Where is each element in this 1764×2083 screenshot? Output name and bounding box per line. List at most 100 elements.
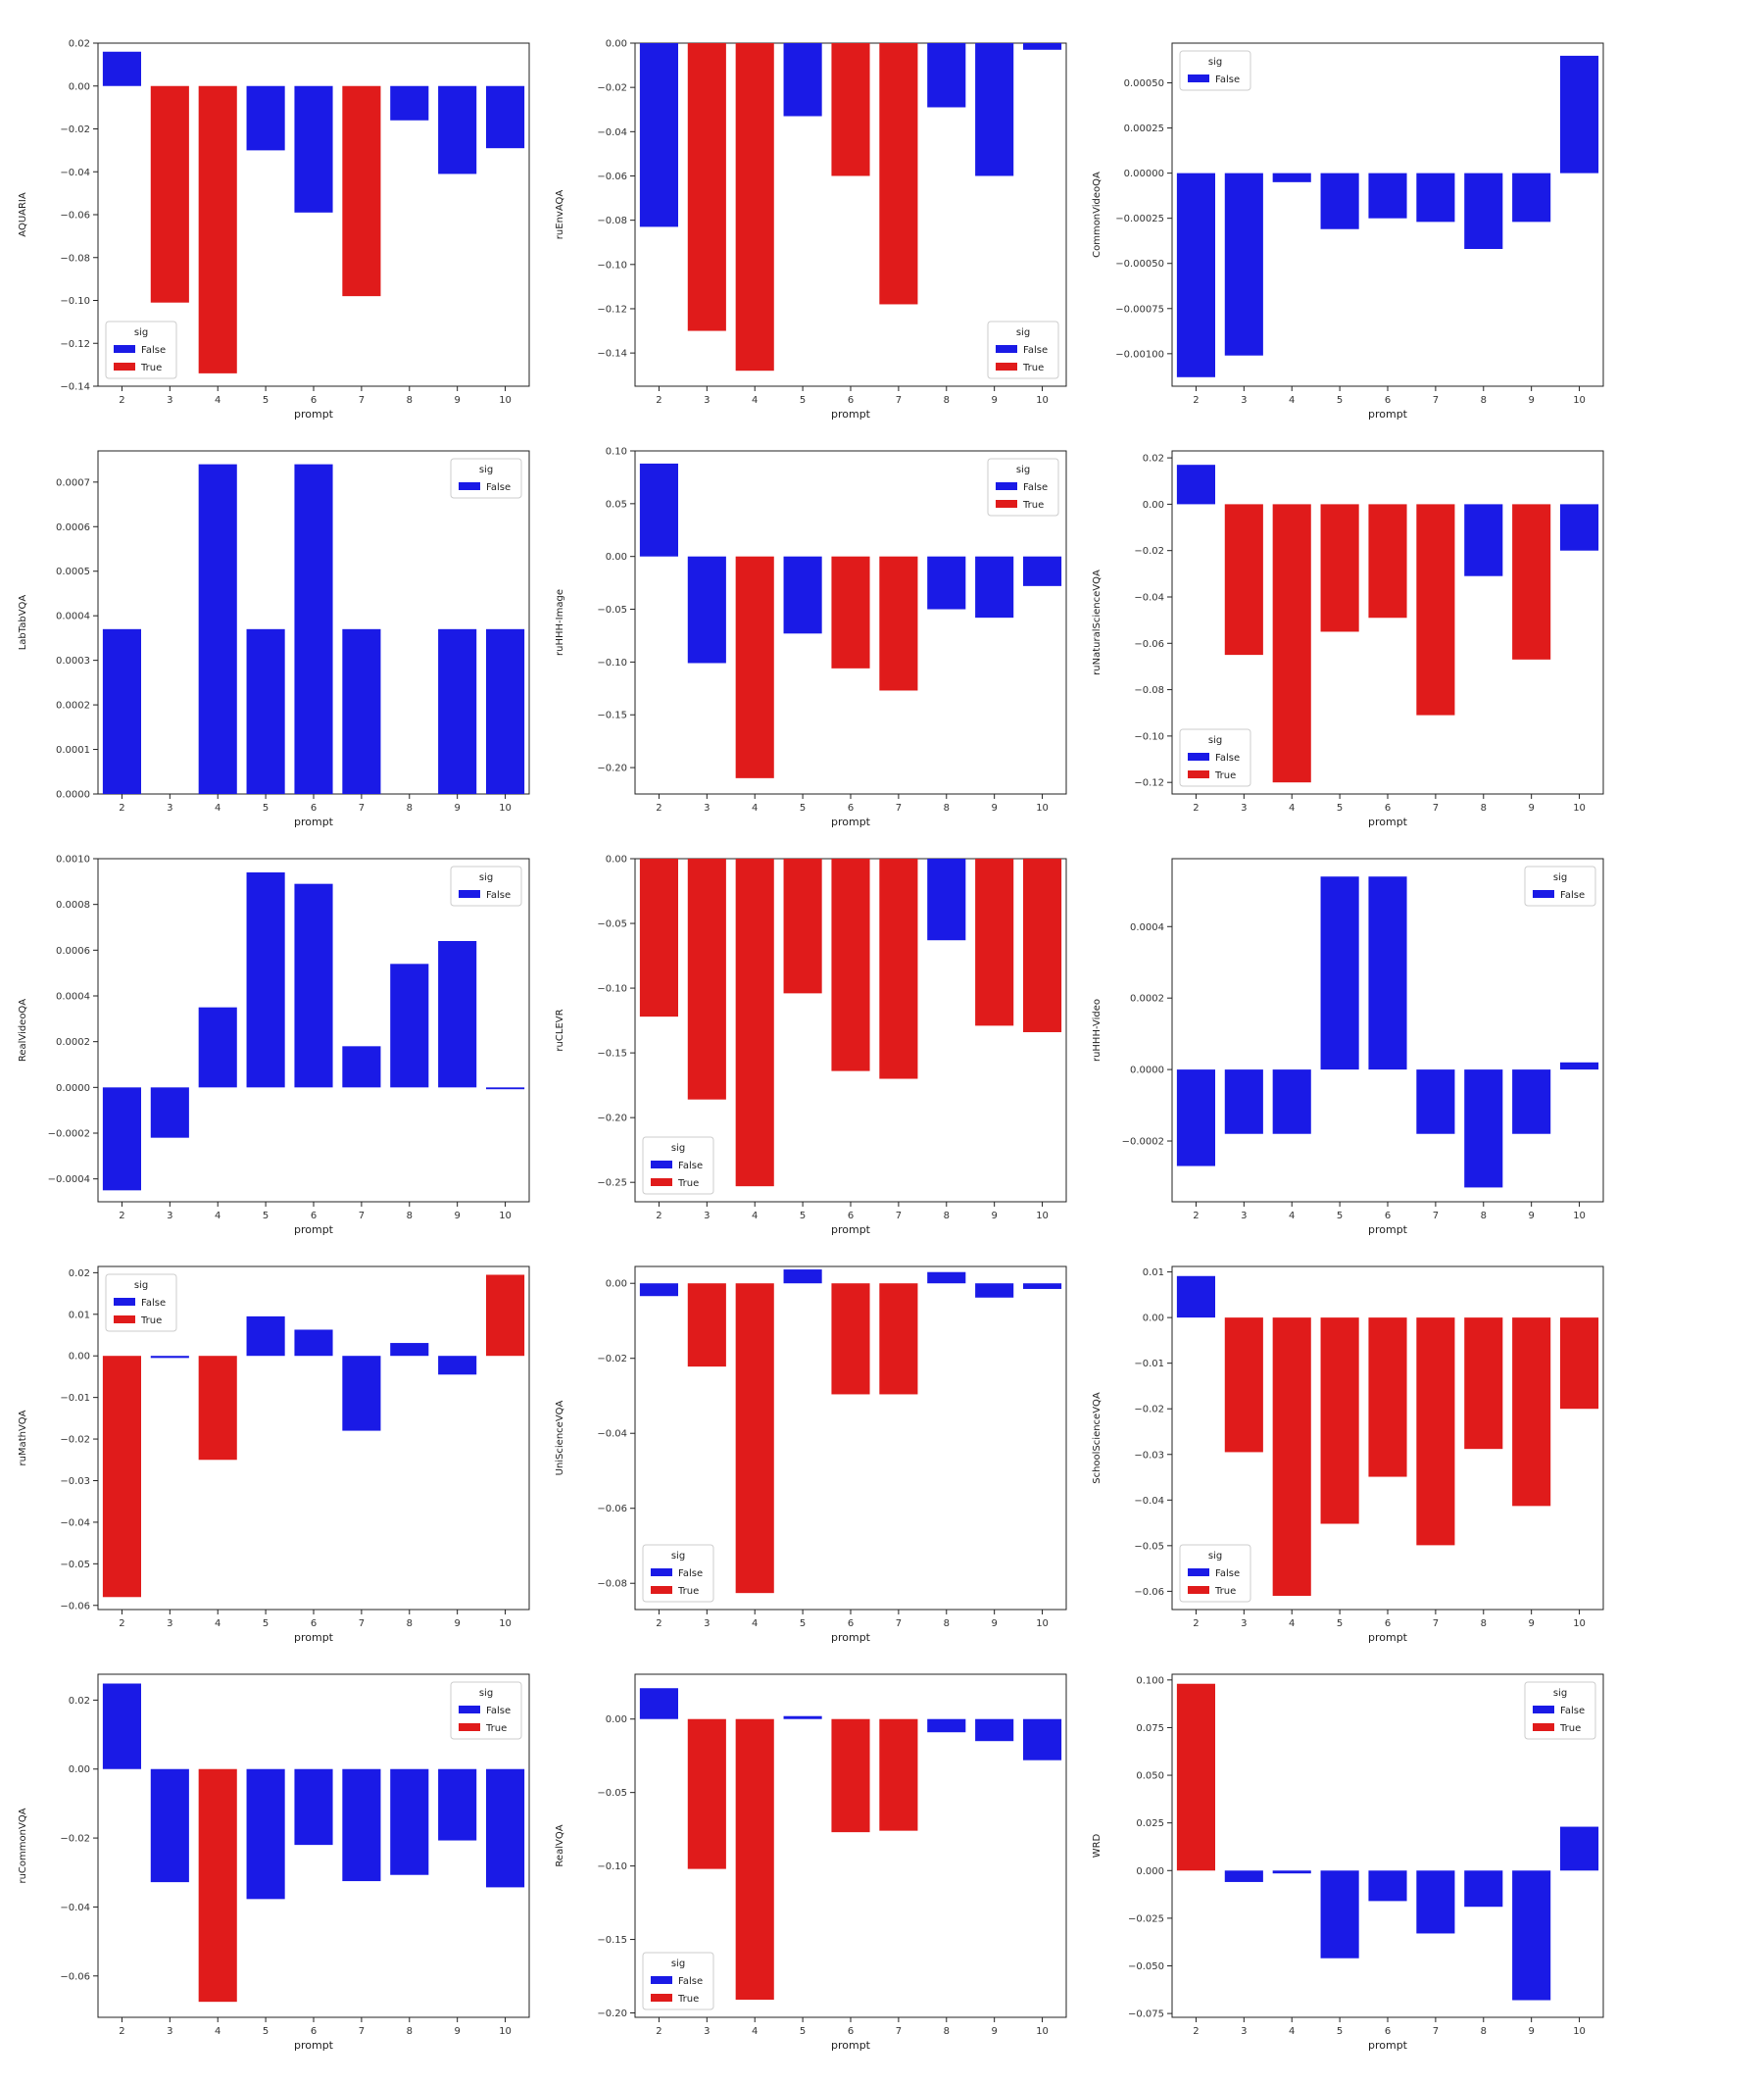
y-tick-label: −0.12 [60,339,90,350]
x-tick-label: 9 [454,2026,460,2037]
y-tick-label: −0.08 [597,1579,627,1590]
legend-swatch-false [114,1298,135,1306]
x-tick-label: 7 [1433,803,1439,814]
x-tick-label: 3 [1241,1211,1247,1221]
x-tick-label: 5 [263,1211,269,1221]
y-tick-label: −0.05 [597,919,627,930]
x-tick-label: 4 [215,1618,220,1629]
x-tick-label: 6 [1385,803,1391,814]
x-tick-label: 7 [359,395,365,406]
y-tick-label: −0.075 [1128,2009,1164,2020]
bar-prompt-8 [1464,173,1503,249]
legend: sig False True [105,321,177,379]
legend: sig False True [450,1681,522,1740]
bar-prompt-10 [1023,859,1062,1032]
bar-prompt-9 [438,941,477,1088]
x-tick-label: 6 [311,2026,317,2037]
legend-swatch-true [114,1315,135,1323]
legend: sig False True [987,458,1059,517]
bar-prompt-2 [1176,1683,1215,1871]
y-tick-label: 0.00025 [1124,124,1164,134]
y-tick-label: −0.06 [1134,1587,1164,1598]
y-tick-label: −0.02 [1134,1405,1164,1415]
y-tick-label: −0.25 [597,1178,627,1189]
x-tick-label: 6 [311,395,317,406]
y-axis-label: WRD [1092,1833,1102,1858]
y-axis-label: RealVideoQA [18,999,28,1062]
bar-prompt-7 [879,1283,918,1395]
bar-prompt-8 [390,964,429,1088]
x-tick-label: 5 [1337,1211,1343,1221]
y-tick-label: 0.0004 [56,992,90,1003]
bar-prompt-10 [1560,504,1599,551]
x-tick-label: 3 [167,395,172,406]
bar-prompt-8 [1464,1317,1503,1450]
x-tick-label: 10 [1036,1211,1049,1221]
y-tick-label: 0.10 [606,447,627,458]
y-tick-label: −0.03 [60,1476,90,1487]
bar-prompt-4 [198,1007,237,1088]
bar-prompt-10 [1560,1062,1599,1070]
bar-prompt-2 [102,1683,141,1769]
y-tick-label: −0.02 [1134,546,1164,557]
y-tick-label: −0.02 [60,1834,90,1845]
legend: sig False True [642,1136,714,1195]
x-tick-label: 4 [752,803,758,814]
x-tick-label: 2 [119,803,124,814]
legend-swatch-true [114,363,135,371]
x-axis-label: prompt [831,1223,871,1236]
x-tick-label: 9 [1528,395,1534,406]
legend-label-false: False [1560,890,1585,901]
y-tick-label: 0.0000 [56,1083,90,1094]
y-tick-label: −0.14 [597,349,627,360]
y-tick-label: −0.20 [597,2009,627,2019]
legend-label-false: False [486,482,511,493]
legend-title: sig [1208,1551,1222,1562]
x-tick-label: 2 [119,395,124,406]
x-tick-label: 9 [454,1211,460,1221]
x-tick-label: 8 [407,1618,413,1629]
bar-prompt-4 [1272,173,1311,182]
x-tick-label: 7 [359,803,365,814]
y-tick-label: 0.0000 [1130,1066,1164,1076]
x-tick-label: 10 [1573,803,1586,814]
x-tick-label: 5 [263,2026,269,2037]
x-tick-label: 4 [1289,803,1295,814]
y-tick-label: −0.10 [597,984,627,995]
bar-prompt-8 [390,1768,429,1875]
y-axis-label: AQUARIA [18,192,28,237]
x-tick-label: 2 [656,2026,662,2037]
bar-prompt-7 [342,85,381,297]
bar-prompt-8 [927,43,966,108]
x-tick-label: 5 [263,1618,269,1629]
legend: sig False True [1524,1681,1596,1740]
y-tick-label: −0.04 [1134,592,1164,603]
x-tick-label: 7 [896,803,902,814]
x-tick-label: 9 [454,395,460,406]
legend: sig False [1524,866,1596,907]
x-tick-label: 5 [800,1618,806,1629]
bar-prompt-7 [342,628,381,794]
x-tick-label: 6 [1385,1618,1391,1629]
bar-prompt-7 [879,859,918,1079]
bar-prompt-5 [1320,504,1359,632]
y-tick-label: 0.02 [69,1696,90,1707]
y-tick-label: 0.01 [1143,1267,1164,1278]
x-tick-label: 3 [704,2026,710,2037]
x-tick-label: 3 [1241,2026,1247,2037]
legend: sig False True [1179,1544,1251,1603]
y-tick-label: −0.10 [597,1861,627,1872]
chart-panel: 0.0010 0.0008 0.0006 0.0004 0.0002 0.0000 −0.0… [18,855,530,1236]
bar-prompt-2 [1176,173,1215,377]
x-tick-label: 3 [704,395,710,406]
y-tick-label: −0.20 [597,1114,627,1124]
bar-prompt-4 [198,1768,237,2003]
bar-prompt-2 [639,1688,678,1719]
legend-swatch-false [1188,74,1209,82]
y-tick-label: −0.04 [60,1903,90,1913]
bar-prompt-5 [246,1315,285,1357]
legend-swatch-false [459,482,480,490]
chart-panel: 0.02 0.01 0.00 −0.01 −0.02 −0.03 −0.04 −0.05 −0.… [18,1265,530,1644]
bar-prompt-10 [486,1768,525,1888]
bar-prompt-10 [486,85,525,149]
